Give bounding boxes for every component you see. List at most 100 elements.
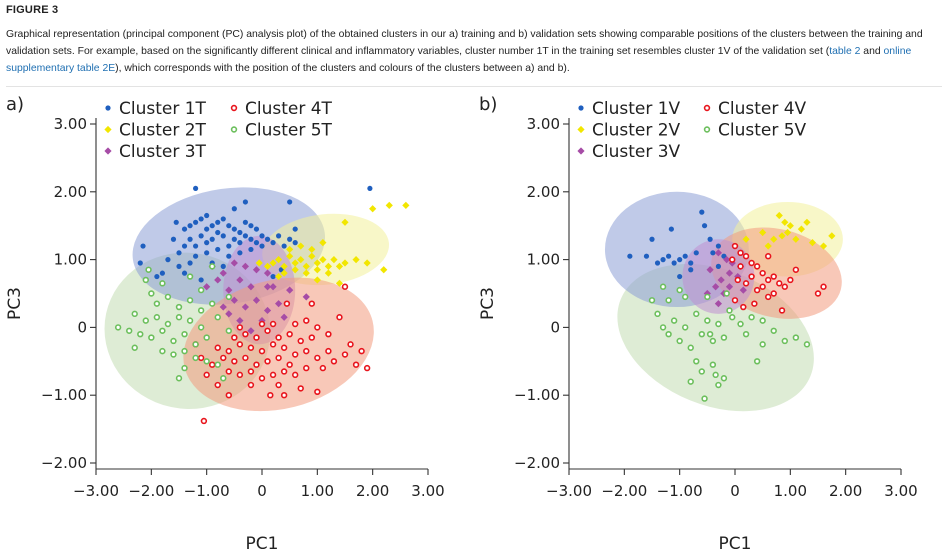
data-point xyxy=(715,381,722,389)
data-point xyxy=(114,324,122,331)
data-point xyxy=(654,260,661,266)
header-divider xyxy=(6,86,942,87)
data-point xyxy=(283,300,291,307)
data-point xyxy=(231,236,237,242)
data-point xyxy=(253,334,260,341)
data-point xyxy=(775,211,783,220)
legend-item-cluster-3t: Cluster 3T xyxy=(104,142,207,162)
data-point xyxy=(259,243,265,249)
data-point xyxy=(248,246,254,253)
legend-label: Cluster 1T xyxy=(119,99,207,119)
data-point xyxy=(286,361,293,368)
data-point xyxy=(264,358,271,365)
data-point xyxy=(792,266,800,273)
data-point xyxy=(231,226,237,232)
ellipse-cluster-4 xyxy=(183,277,374,412)
ellipse-cluster-2 xyxy=(262,213,390,286)
caption-text-2: and xyxy=(860,46,884,57)
legend-marker xyxy=(703,104,711,112)
data-point xyxy=(803,218,811,226)
caption-text-3: ), which corresponds with the position o… xyxy=(115,63,570,74)
data-point xyxy=(783,228,792,237)
data-point xyxy=(181,330,188,338)
legend-label: Cluster 1V xyxy=(592,99,681,119)
data-point xyxy=(280,392,288,399)
panel-label: a) xyxy=(6,94,24,115)
x-axis-title: PC1 xyxy=(719,534,752,554)
caption-link-supplementary-table[interactable]: online supplementary table 2E xyxy=(6,46,912,74)
legend-label: Cluster 5V xyxy=(718,121,807,141)
legend: Cluster 1T Cluster 4T Cluster 2T Cluster 5T… xyxy=(104,99,333,162)
data-point xyxy=(140,243,146,249)
data-point xyxy=(270,273,276,280)
data-point xyxy=(204,240,210,246)
data-point xyxy=(709,361,717,368)
data-point xyxy=(215,219,221,225)
data-point xyxy=(170,337,177,345)
data-point xyxy=(385,201,393,209)
data-point xyxy=(198,233,204,239)
data-point xyxy=(226,253,232,259)
data-point xyxy=(236,317,244,325)
data-point xyxy=(226,223,232,229)
caption-link-table-2[interactable]: table 2 xyxy=(829,46,861,57)
data-point xyxy=(165,257,171,263)
data-point xyxy=(225,392,233,399)
data-point xyxy=(367,185,373,192)
data-point xyxy=(181,364,188,372)
data-point xyxy=(258,375,266,382)
data-point xyxy=(173,219,179,225)
data-point xyxy=(225,293,233,301)
data-point xyxy=(748,314,755,321)
data-point xyxy=(759,283,766,290)
data-point xyxy=(720,375,728,382)
series-cluster-4v xyxy=(729,242,827,314)
data-point xyxy=(734,272,742,281)
data-point xyxy=(231,206,237,212)
data-point xyxy=(181,243,188,249)
y-axis-title: PC3 xyxy=(5,287,25,320)
data-point xyxy=(302,262,310,270)
data-point xyxy=(778,232,786,240)
data-point xyxy=(643,253,650,259)
data-point xyxy=(175,303,183,311)
figure-label: FIGURE 3 xyxy=(6,4,59,16)
data-point xyxy=(214,314,221,321)
legend-label: Cluster 5T xyxy=(245,121,333,141)
data-point xyxy=(204,212,210,219)
data-point xyxy=(297,242,305,250)
data-point xyxy=(215,229,221,236)
legend-marker xyxy=(578,105,584,111)
data-point xyxy=(264,236,271,242)
data-point xyxy=(341,283,349,290)
legend-marker xyxy=(105,105,111,111)
data-point xyxy=(193,219,199,225)
data-point xyxy=(237,240,243,246)
series-cluster-1t xyxy=(137,185,373,283)
data-point xyxy=(352,361,360,368)
legend-label: Cluster 4V xyxy=(718,99,807,119)
data-point xyxy=(759,269,766,277)
legend-marker xyxy=(703,126,711,133)
data-point xyxy=(786,222,794,230)
data-point xyxy=(175,314,183,321)
data-point xyxy=(402,201,410,209)
data-point xyxy=(676,337,683,345)
data-point xyxy=(159,347,166,355)
data-point xyxy=(200,417,208,425)
data-point xyxy=(275,300,283,308)
panel-label: b) xyxy=(479,94,497,115)
data-point xyxy=(253,226,260,232)
data-point xyxy=(319,256,327,264)
pca-plot-validation: 3.00 2.00 1.00 0 −1.00 −2.00 −3.00 −2.00 −1.00 0 1… xyxy=(478,94,918,554)
data-point xyxy=(627,253,633,259)
data-point xyxy=(828,232,836,240)
data-point xyxy=(677,257,683,263)
data-point xyxy=(125,327,133,334)
data-point xyxy=(292,320,299,328)
data-point xyxy=(358,347,365,355)
data-point xyxy=(668,226,674,232)
data-point xyxy=(687,344,694,351)
data-point xyxy=(682,324,689,331)
data-point xyxy=(671,260,677,266)
